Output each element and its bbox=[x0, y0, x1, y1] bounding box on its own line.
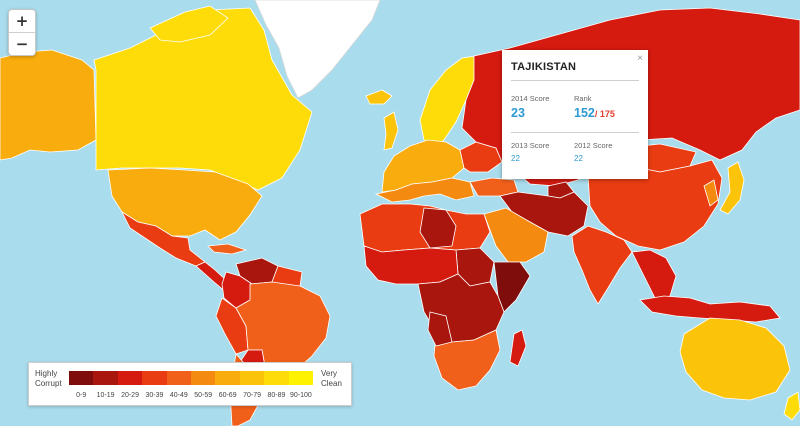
legend-tick-label: 40-49 bbox=[169, 392, 188, 399]
legend-swatch bbox=[166, 371, 192, 385]
legend-swatch bbox=[264, 371, 289, 385]
legend-swatch bbox=[288, 371, 314, 385]
legend-high-label: Very Clean bbox=[321, 369, 342, 389]
country-libya[interactable] bbox=[419, 207, 457, 249]
country-southern-africa[interactable] bbox=[433, 329, 501, 391]
legend-low-label-2: Corrupt bbox=[35, 379, 62, 388]
country-canada[interactable] bbox=[93, 7, 313, 191]
legend-color-scale bbox=[69, 371, 314, 385]
legend-tick-label: 20-29 bbox=[121, 392, 139, 399]
popup-divider-bottom bbox=[511, 132, 639, 133]
legend-swatch bbox=[117, 371, 143, 385]
country-arabia[interactable] bbox=[483, 207, 549, 263]
legend-swatch bbox=[93, 371, 118, 385]
country-se-asia[interactable] bbox=[631, 249, 677, 301]
zoom-in-button[interactable]: + bbox=[15, 12, 29, 30]
country-angola[interactable] bbox=[427, 311, 453, 347]
country-new-zealand[interactable] bbox=[783, 391, 800, 421]
legend-tick-label: 0-9 bbox=[76, 392, 87, 399]
popup-score-2013-label: 2013 Score bbox=[511, 141, 550, 150]
zoom-out-button[interactable]: − bbox=[9, 32, 35, 55]
popup-rank-total: / 175 bbox=[594, 109, 615, 119]
legend-swatch bbox=[215, 371, 240, 385]
country-southern-europe[interactable] bbox=[374, 177, 475, 203]
country-west-africa[interactable] bbox=[363, 245, 459, 285]
country-canada-islands[interactable] bbox=[149, 5, 229, 43]
country-cuba[interactable] bbox=[207, 243, 248, 255]
legend-swatch bbox=[142, 371, 167, 385]
popup-score-2014-value: 23 bbox=[511, 106, 525, 120]
country-india[interactable] bbox=[571, 225, 633, 305]
legend-swatch bbox=[69, 371, 94, 385]
popup-rank-number: 152 bbox=[574, 106, 595, 120]
country-alaska[interactable] bbox=[0, 49, 97, 161]
country-australia[interactable] bbox=[679, 317, 791, 401]
popup-rank-value: 152/ 175 bbox=[574, 106, 615, 120]
legend-high-label-2: Clean bbox=[321, 379, 342, 388]
zoom-control: + − bbox=[8, 9, 36, 56]
legend-low-label-1: Highly bbox=[35, 369, 58, 378]
popup-score-2013-value: 22 bbox=[511, 154, 520, 163]
popup-divider-top bbox=[511, 80, 639, 81]
country-popup: TAJIKISTAN × 2014 Score 23 Rank 152/ 175… bbox=[502, 50, 648, 179]
popup-score-2014-label: 2014 Score bbox=[511, 94, 550, 103]
legend-low-label: Highly Corrupt bbox=[35, 369, 62, 389]
country-greenland[interactable] bbox=[254, 0, 381, 99]
popup-score-2012-value: 22 bbox=[574, 154, 583, 163]
country-japan[interactable] bbox=[719, 161, 745, 215]
legend-swatch bbox=[239, 371, 265, 385]
country-madagascar[interactable] bbox=[509, 329, 527, 367]
popup-rank-label: Rank bbox=[574, 94, 592, 103]
popup-score-2012-label: 2012 Score bbox=[574, 141, 613, 150]
country-iceland[interactable] bbox=[365, 89, 393, 105]
legend-tick-label: 50-59 bbox=[194, 392, 213, 399]
legend-tick-label: 60-69 bbox=[218, 392, 237, 399]
legend-tick-label: 80-89 bbox=[267, 392, 286, 399]
legend-swatch bbox=[191, 371, 216, 385]
legend-high-label-1: Very bbox=[321, 369, 338, 378]
country-uk[interactable] bbox=[383, 111, 399, 151]
legend-tick-label: 30-39 bbox=[145, 392, 164, 399]
legend-tick-label: 70-79 bbox=[243, 392, 261, 399]
legend-tick-label: 10-19 bbox=[96, 392, 115, 399]
country-indonesia[interactable] bbox=[639, 295, 781, 323]
popup-country-name: TAJIKISTAN bbox=[511, 61, 577, 73]
legend-tick-label: 90-100 bbox=[289, 392, 312, 399]
country-korea[interactable] bbox=[703, 179, 719, 207]
popup-close-button[interactable]: × bbox=[637, 53, 643, 64]
legend-ticks: 0-9 10-19 20-29 30-39 40-49 50-59 60-69 70-79 80… bbox=[69, 392, 313, 399]
legend: Highly Corrupt Very Clean 0-9 10-19 20-29 30-… bbox=[28, 362, 352, 406]
